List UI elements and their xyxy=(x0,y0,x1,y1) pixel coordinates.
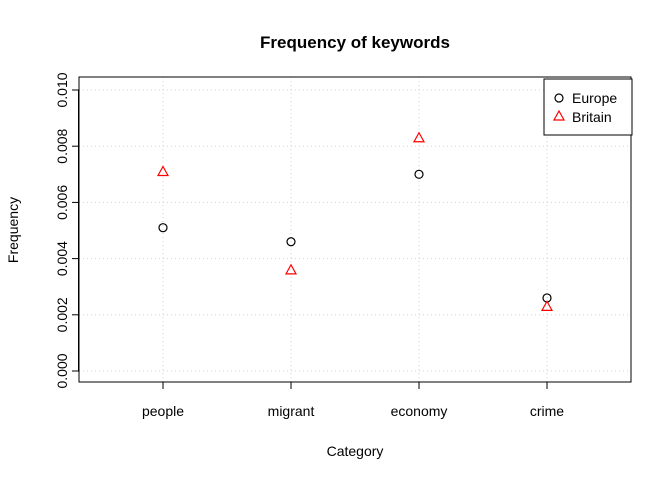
y-tick-label: 0.004 xyxy=(54,241,70,276)
y-tick-label: 0.010 xyxy=(54,72,70,107)
x-axis-label: Category xyxy=(327,443,384,459)
point-europe xyxy=(286,237,296,247)
y-tick-label: 0.000 xyxy=(54,353,70,388)
y-axis: 0.000 0.002 0.004 0.006 0.008 0.010 xyxy=(54,72,79,389)
x-tick-label: migrant xyxy=(268,403,315,419)
grid xyxy=(79,77,631,382)
point-europe xyxy=(414,169,424,179)
y-axis-label: Frequency xyxy=(5,197,21,263)
point-britain xyxy=(412,131,426,143)
y-tick-label: 0.002 xyxy=(54,297,70,332)
chart-title: Frequency of keywords xyxy=(260,33,450,52)
y-tick-label: 0.008 xyxy=(54,128,70,163)
data-points xyxy=(156,131,554,311)
legend-box xyxy=(543,78,633,136)
point-britain xyxy=(284,263,298,275)
x-tick-label: economy xyxy=(391,403,448,419)
legend-marker-europe xyxy=(554,93,564,103)
legend-label-britain: Britain xyxy=(572,109,612,125)
point-britain xyxy=(540,300,554,311)
y-tick-label: 0.006 xyxy=(54,185,70,220)
point-britain xyxy=(156,165,170,177)
point-europe xyxy=(158,223,168,233)
x-tick-label: crime xyxy=(530,403,564,419)
legend-label-europe: Europe xyxy=(572,90,617,106)
legend-marker-britain xyxy=(552,109,566,121)
x-tick-label: people xyxy=(142,403,184,419)
x-axis: people migrant economy crime xyxy=(142,382,564,419)
legend: Europe Britain xyxy=(543,78,633,136)
